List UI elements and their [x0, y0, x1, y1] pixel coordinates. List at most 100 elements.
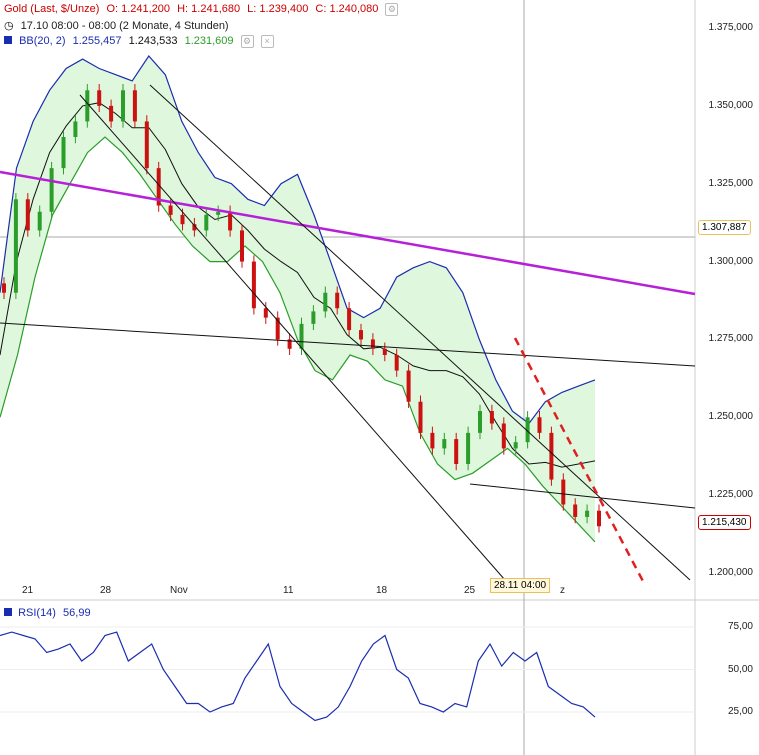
- rsi-line: [0, 631, 596, 722]
- band-upper-line: [0, 55, 596, 425]
- candle-body: [430, 432, 435, 449]
- candle-body: [49, 168, 54, 212]
- x-tick-label: 11: [283, 585, 294, 596]
- rsi-tick-label: 75,00: [727, 621, 753, 632]
- support-line: [0, 322, 696, 367]
- rsi-label: RSI(14): [18, 607, 56, 619]
- bb-label: BB(20, 2): [19, 35, 66, 48]
- bb-lower-value: 1.231,609: [184, 35, 234, 48]
- band-fill: [0, 56, 595, 542]
- candle-body: [263, 308, 268, 318]
- candle-body: [359, 330, 363, 340]
- candle-body: [180, 214, 185, 225]
- rsi-color-swatch: [4, 608, 12, 616]
- candle-body: [537, 417, 542, 433]
- bollinger-bands: [0, 55, 596, 543]
- open-value: O: 1.241,200: [106, 3, 171, 16]
- candle-body: [97, 90, 102, 106]
- candle-body: [287, 339, 292, 349]
- candle-body: [478, 411, 482, 433]
- candle-body: [466, 432, 471, 464]
- crosshair-time-tag: 28.11 04:00: [490, 578, 551, 593]
- candle-body: [2, 283, 6, 293]
- candle-body: [25, 199, 30, 231]
- period-header: ◷ 17.10 08:00 - 08:00 (2 Monate, 4 Stund…: [4, 19, 233, 32]
- candle-body: [37, 211, 42, 231]
- candle-body: [192, 224, 197, 231]
- candle-body: [216, 211, 221, 215]
- trend-lines: [0, 84, 696, 586]
- candle-body: [513, 442, 518, 449]
- candle-body: [61, 137, 66, 169]
- x-tick-label: 28: [100, 585, 112, 596]
- candle-body: [382, 348, 387, 355]
- y-tick-label: 1.200,000: [708, 567, 754, 578]
- band-lower-line: [0, 136, 596, 543]
- candle-body: [454, 439, 459, 464]
- y-tick-label: 1.225,000: [708, 489, 754, 501]
- candle-body: [228, 211, 233, 231]
- bb-color-swatch: [4, 36, 12, 45]
- candle-body: [561, 479, 566, 505]
- candle-body: [406, 370, 411, 402]
- candle-body: [525, 417, 530, 443]
- candle-body: [394, 355, 399, 371]
- candle-body: [299, 323, 304, 349]
- candle-body: [121, 90, 125, 122]
- settings-icon[interactable]: ⚙: [385, 3, 399, 16]
- bb-close-icon[interactable]: ×: [260, 35, 274, 48]
- bb-settings-icon[interactable]: ⚙: [240, 35, 254, 48]
- red-dashed-trend: [513, 337, 647, 586]
- candle-body: [73, 121, 78, 137]
- low-value: L: 1.239,400: [247, 3, 309, 16]
- candle-body: [275, 317, 280, 340]
- candle-body: [311, 311, 316, 324]
- candle-body: [489, 411, 494, 424]
- channel-upper: [149, 84, 691, 581]
- y-tick-label: 1.300,000: [708, 255, 754, 267]
- candle-body: [323, 292, 328, 312]
- candle-body: [251, 261, 256, 309]
- y-tick-label: 1.375,000: [708, 22, 754, 33]
- candle-body: [168, 205, 173, 215]
- y-tick-label: 1.250,000: [708, 411, 754, 423]
- x-tick-label: 25: [464, 585, 476, 596]
- high-value: H: 1.241,680: [177, 3, 241, 16]
- candle-body: [85, 90, 90, 122]
- y-tick-label: 1.275,000: [708, 333, 754, 345]
- close-value: C: 1.240,080: [315, 3, 379, 16]
- candle-body: [132, 90, 137, 122]
- x-tick-label: Nov: [170, 585, 188, 596]
- y-tick-label: 1.350,000: [708, 99, 754, 111]
- bb-upper-value: 1.255,457: [72, 35, 122, 48]
- candle-body: [109, 105, 114, 122]
- instrument-name: Gold (Last, $/Unze): [4, 3, 100, 16]
- short-support: [469, 483, 696, 509]
- candle-body: [597, 510, 601, 527]
- purple-trendline: [0, 170, 696, 296]
- period-text: 17.10 08:00 - 08:00 (2 Monate, 4 Stunden…: [20, 20, 229, 32]
- rsi-tick-label: 50,00: [727, 663, 753, 675]
- candle-body: [240, 230, 244, 262]
- candle-body: [585, 510, 590, 517]
- candles: [2, 84, 601, 533]
- candle-body: [418, 401, 423, 433]
- candle-body: [335, 292, 340, 309]
- rsi-header: RSI(14) 56,99: [4, 607, 91, 619]
- price-header: Gold (Last, $/Unze) O: 1.241,200 H: 1.24…: [4, 3, 402, 16]
- clock-icon: ◷: [4, 20, 14, 32]
- bb-mid-value: 1.243,533: [128, 35, 178, 48]
- candle-body: [501, 423, 506, 449]
- last-price-tag: 1.215,430: [698, 515, 751, 530]
- candle-body: [347, 308, 352, 331]
- candle-body: [204, 214, 209, 231]
- bb-header: BB(20, 2) 1.255,457 1.243,533 1.231,609 …: [4, 35, 278, 48]
- candle-body: [549, 432, 554, 480]
- candle-body: [13, 199, 18, 293]
- rsi-panel: [0, 626, 695, 722]
- channel-lower: [79, 94, 506, 581]
- candle-body: [573, 504, 578, 517]
- rsi-tick-label: 25,00: [727, 706, 753, 717]
